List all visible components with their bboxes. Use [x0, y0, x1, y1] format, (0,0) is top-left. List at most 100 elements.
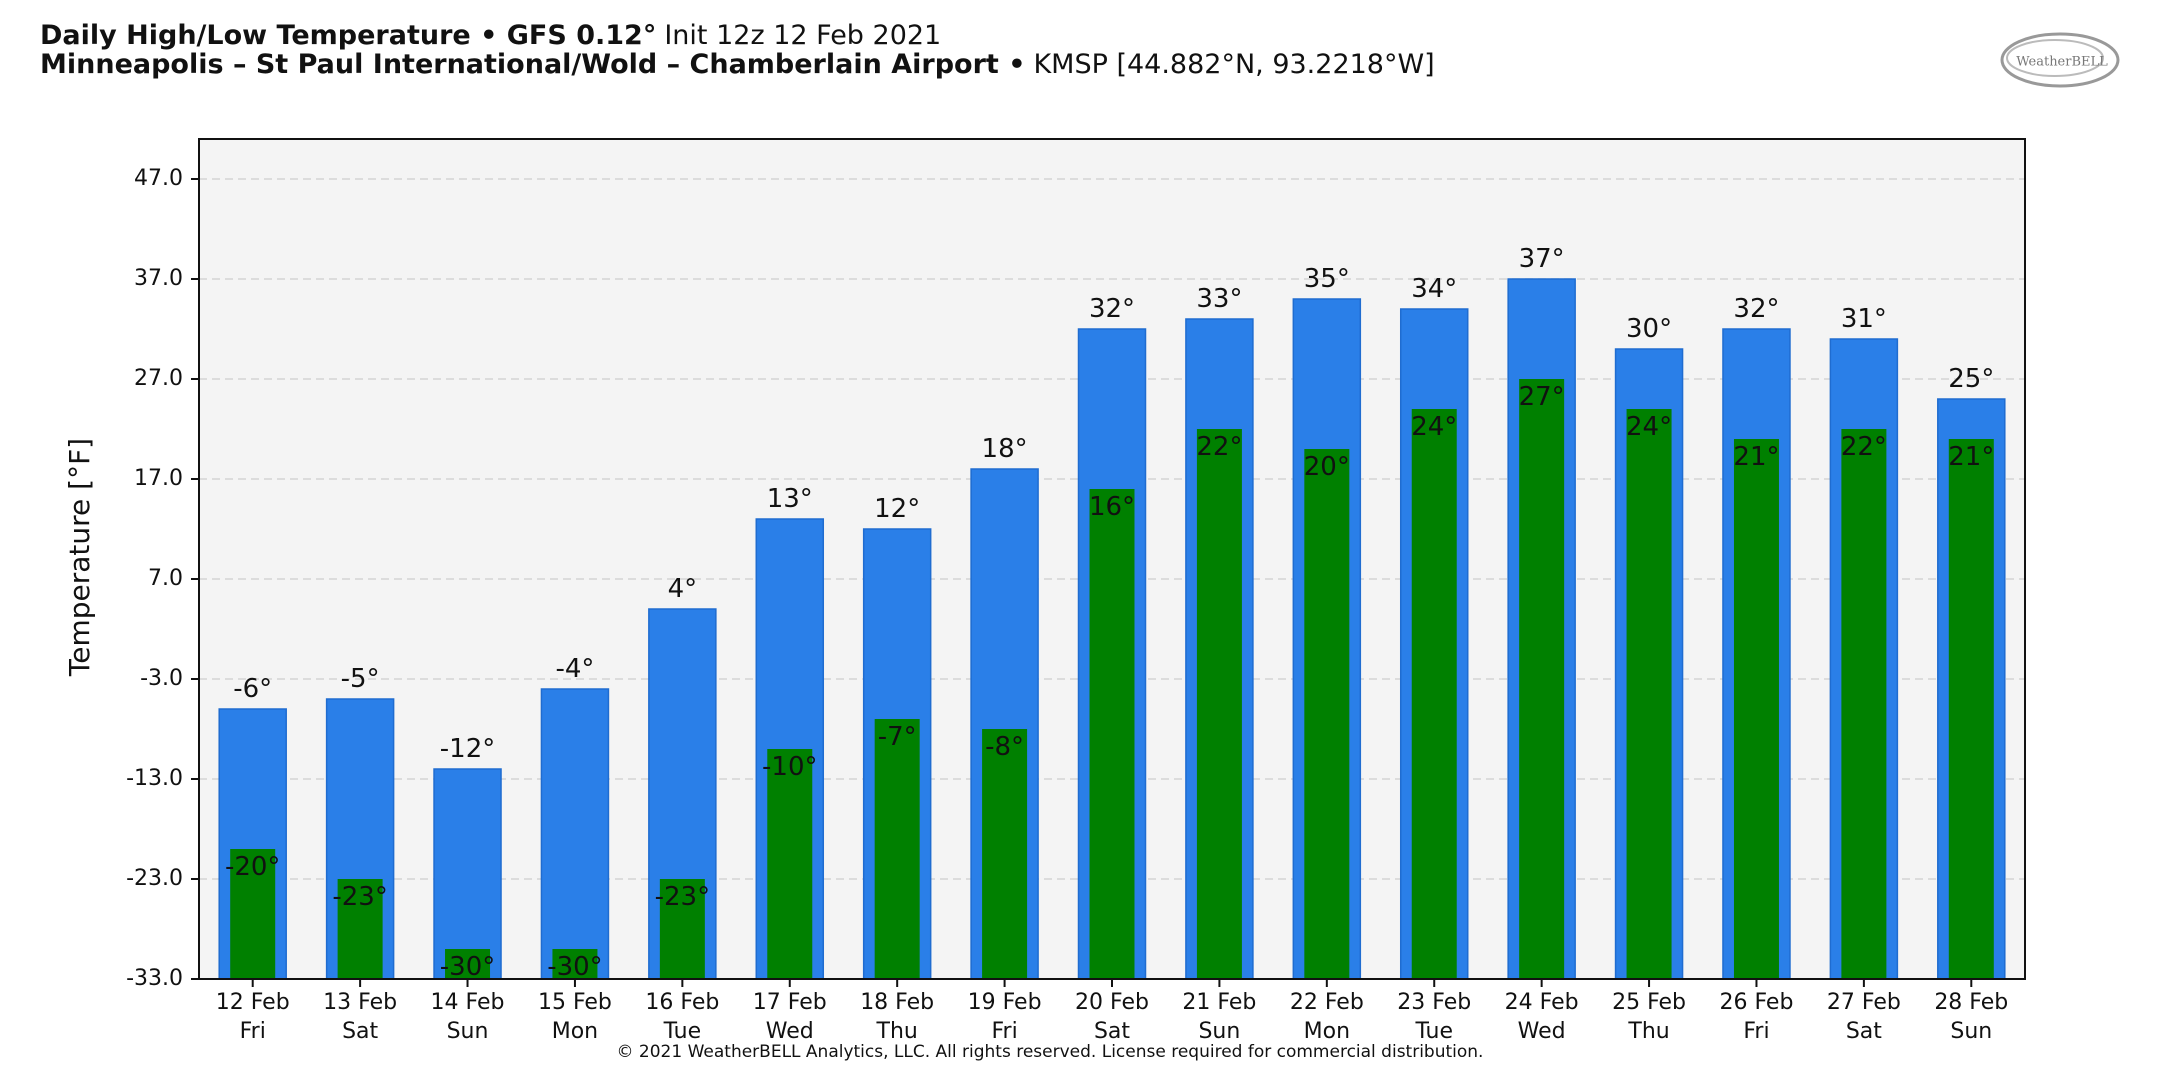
low-label: 22°	[1196, 432, 1242, 462]
x-tick-weekday: Wed	[1518, 1019, 1566, 1044]
x-tick-label: 12 Feb	[216, 990, 290, 1015]
logo: WeatherBELL	[2000, 32, 2120, 88]
x-tick-weekday: Fri	[1743, 1019, 1769, 1044]
x-tick-label: 26 Feb	[1719, 990, 1793, 1015]
x-tick-label: 21 Feb	[1182, 990, 1256, 1015]
y-tick-label: 17.0	[134, 466, 183, 491]
x-tick-label: 27 Feb	[1827, 990, 1901, 1015]
copyright: © 2021 WeatherBELL Analytics, LLC. All r…	[617, 1042, 1484, 1062]
high-label: 25°	[1948, 364, 1994, 394]
logo-ring	[2000, 32, 2120, 88]
x-tick-weekday: Fri	[240, 1019, 266, 1044]
x-tick-label: 25 Feb	[1612, 990, 1686, 1015]
low-bar	[1519, 379, 1565, 979]
x-tick-weekday: Sat	[342, 1019, 378, 1044]
low-label: 20°	[1304, 452, 1350, 482]
logo-text: WeatherBELL	[2016, 55, 2108, 70]
low-bar	[982, 729, 1028, 979]
high-label: 13°	[767, 484, 813, 514]
y-tick-label: 37.0	[134, 266, 183, 291]
low-label: 21°	[1948, 442, 1994, 472]
y-tick-label: -23.0	[126, 866, 183, 891]
x-tick-label: 16 Feb	[645, 990, 719, 1015]
x-tick-label: 22 Feb	[1290, 990, 1364, 1015]
x-tick-label: 19 Feb	[968, 990, 1042, 1015]
high-label: -12°	[440, 734, 495, 764]
x-tick-label: 13 Feb	[323, 990, 397, 1015]
low-bar	[1626, 409, 1672, 979]
x-tick-weekday: Fri	[991, 1019, 1017, 1044]
logo-ring	[2006, 39, 2104, 77]
low-bar	[552, 949, 598, 979]
low-bar	[659, 879, 705, 979]
low-bar	[1411, 409, 1457, 979]
low-label: -8°	[985, 732, 1024, 762]
y-tick-label: 27.0	[134, 366, 183, 391]
low-label: 27°	[1519, 382, 1565, 412]
y-tick-label: 47.0	[134, 166, 183, 191]
bars: -6° -20° -5° -23° -12° -30° -4° -30° 4° -23° 13° -1…	[218, 244, 2006, 982]
low-bar	[230, 849, 276, 979]
high-label: -5°	[341, 664, 380, 694]
x-tick-label: 20 Feb	[1075, 990, 1149, 1015]
high-label: -6°	[233, 674, 272, 704]
high-label: -4°	[555, 654, 594, 684]
low-label: -20°	[225, 852, 280, 882]
high-label: 32°	[1089, 294, 1135, 324]
y-axis-label: Temperature [°F]	[63, 438, 96, 677]
low-label: 24°	[1411, 412, 1457, 442]
low-bar	[1841, 429, 1887, 979]
x-tick-label: 14 Feb	[431, 990, 505, 1015]
y-tick-label: -13.0	[126, 766, 183, 791]
low-label: -10°	[762, 752, 817, 782]
x-tick-weekday: Tue	[1414, 1019, 1453, 1044]
high-bar	[433, 768, 502, 980]
x-tick-weekday: Thu	[1627, 1019, 1669, 1044]
low-label: 24°	[1626, 412, 1672, 442]
high-label: 35°	[1304, 264, 1350, 294]
low-bar	[1733, 439, 1779, 979]
low-bar	[874, 719, 920, 979]
y-tick-label: -33.0	[126, 966, 183, 991]
high-label: 32°	[1733, 294, 1779, 324]
x-tick-weekday: Sun	[1950, 1019, 1992, 1044]
low-bar	[1196, 429, 1242, 979]
low-bar	[445, 949, 491, 979]
low-label: -23°	[655, 882, 710, 912]
station: KMSP [44.882°N, 93.2218°W]	[1033, 49, 1434, 80]
high-label: 34°	[1411, 274, 1457, 304]
low-label: -30°	[440, 952, 495, 982]
high-label: 30°	[1626, 314, 1672, 344]
x-tick-weekday: Sat	[1846, 1019, 1882, 1044]
x-tick-label: 17 Feb	[753, 990, 827, 1015]
y-tick-label: 7.0	[148, 566, 183, 591]
high-bar	[540, 688, 610, 980]
low-label: 21°	[1733, 442, 1779, 472]
low-bar	[1948, 439, 1994, 979]
high-label: 4°	[668, 574, 698, 604]
low-bar	[337, 879, 383, 979]
low-label: 16°	[1089, 492, 1135, 522]
x-tick-label: 15 Feb	[538, 990, 612, 1015]
x-tick-label: 23 Feb	[1397, 990, 1471, 1015]
x-tick-weekday: Mon	[552, 1019, 598, 1044]
x-tick-label: 28 Feb	[1934, 990, 2008, 1015]
x-tick-weekday: Sun	[447, 1019, 489, 1044]
high-label: 33°	[1196, 284, 1242, 314]
low-label: -7°	[878, 722, 917, 752]
low-bar	[1304, 449, 1350, 979]
title-line: Daily High/Low Temperature • GFS 0.12° In…	[40, 20, 941, 51]
y-tick-label: -3.0	[140, 666, 183, 691]
high-label: 37°	[1519, 244, 1565, 274]
low-label: 22°	[1841, 432, 1887, 462]
x-tick-weekday: Sat	[1094, 1019, 1130, 1044]
x-tick-label: 18 Feb	[860, 990, 934, 1015]
low-bar	[767, 749, 813, 979]
init-time: Init 12z 12 Feb 2021	[664, 20, 941, 51]
x-tick-weekday: Sun	[1198, 1019, 1240, 1044]
high-label: 18°	[982, 434, 1028, 464]
low-label: -30°	[547, 952, 602, 982]
x-tick-label: 24 Feb	[1505, 990, 1579, 1015]
